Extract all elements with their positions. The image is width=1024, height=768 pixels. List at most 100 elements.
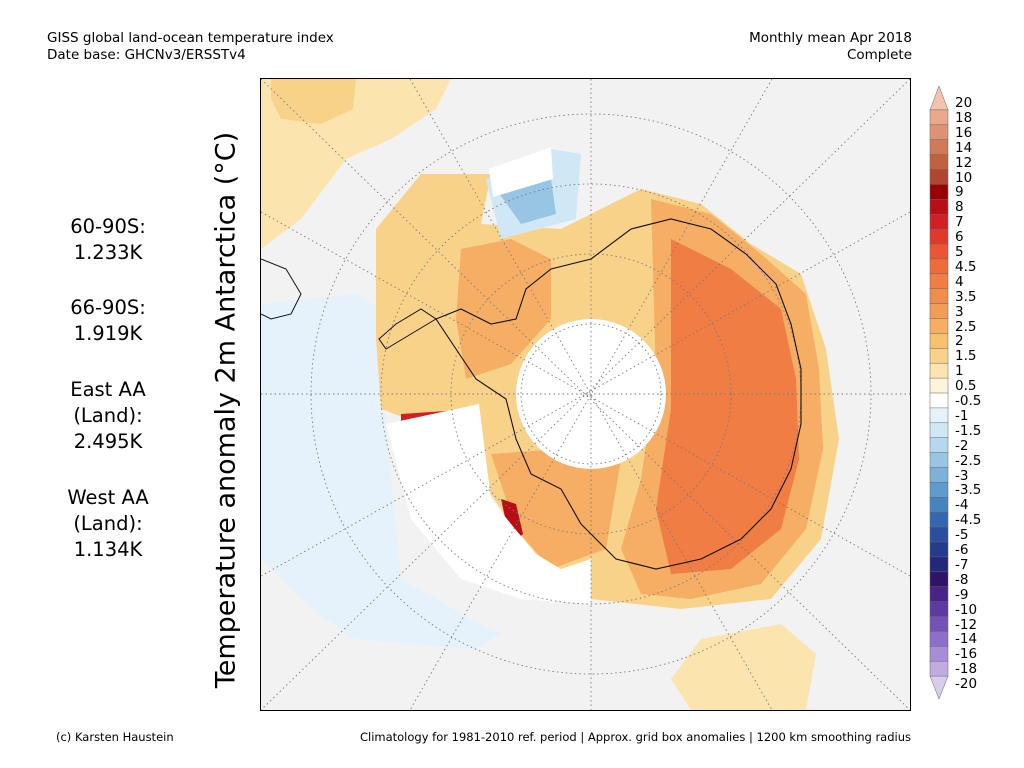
- peninsula-coastline: [378, 308, 437, 350]
- colorbar-cell: [929, 213, 949, 230]
- colorbar-tick-label: 5: [955, 244, 964, 260]
- colorbar-cell: [929, 109, 949, 126]
- colorbar-cell: [929, 199, 949, 215]
- south-america-coastline: [261, 258, 302, 320]
- colorbar-tick-label: 3: [955, 303, 964, 320]
- colorbar-cell: [929, 124, 949, 141]
- colorbar-cell: [929, 482, 949, 498]
- graticule: [261, 79, 910, 710]
- colorbar-tick-label: 14: [955, 139, 973, 156]
- stat-label: 66-90S:: [70, 296, 146, 319]
- colorbar-cell: [929, 184, 949, 200]
- colorbar-cell: [929, 407, 949, 424]
- stat-label: East AA: [70, 378, 146, 401]
- antarctica-coastline: [435, 218, 802, 570]
- colorbar-cell: [929, 586, 949, 603]
- anomaly-region-northeast: [816, 114, 886, 179]
- colorbar-tick-label: -10: [955, 601, 978, 618]
- colorbar-cell: [929, 228, 949, 245]
- colorbar-tick-label: 2: [955, 333, 964, 350]
- colorbar-cell: [929, 139, 949, 156]
- colorbar-cell: [929, 631, 949, 647]
- colorbar-tick-label: 1: [955, 363, 964, 380]
- colorbar-cell: [929, 392, 949, 409]
- stat-value: 1.919K: [73, 322, 143, 345]
- database-label: Date base: GHCNv3/ERSSTv4: [47, 47, 246, 63]
- colorbar-tick-label: -1.5: [955, 422, 982, 439]
- colorbar-cell: [929, 526, 949, 543]
- colorbar-tick-label: -18: [955, 661, 978, 678]
- colorbar-cell: [929, 422, 949, 439]
- colorbar-tick-label: -9: [955, 586, 969, 603]
- colorbar-cell: [929, 437, 949, 454]
- anomaly-region-east-aa-core: [656, 239, 799, 574]
- colorbar-cell: [929, 646, 949, 662]
- colorbar-tick-label: -12: [955, 616, 978, 633]
- colorbar-cell: [929, 675, 949, 700]
- colorbar-tick-label: 10: [955, 169, 973, 186]
- colorbar-cell: [929, 362, 949, 379]
- colorbar-tick-label: -2: [955, 437, 969, 454]
- colorbar-tick-label: 9: [955, 184, 964, 201]
- colorbar-cell: [929, 467, 949, 484]
- stat-east-aa: East AA (Land): 2.495K: [58, 377, 158, 455]
- axis-title: Temperature anomaly 2m Antarctica (°C): [210, 131, 242, 689]
- colorbar-tick-label: 0.5: [955, 378, 977, 395]
- colorbar-cell: [929, 169, 949, 186]
- colorbar-tick-label: -7: [955, 556, 969, 573]
- stat-label: 60-90S:: [70, 215, 146, 238]
- credit-label: (c) Karsten Haustein: [56, 730, 174, 744]
- dataset-title: GISS global land-ocean temperature index: [47, 30, 334, 46]
- colorbar-cell: [929, 556, 949, 573]
- colorbar-cell: [929, 86, 949, 111]
- colorbar-tick-label: 4: [955, 273, 964, 290]
- colorbar: [929, 86, 949, 700]
- colorbar-cell: [929, 273, 949, 290]
- colorbar-tick-label: 6: [955, 229, 964, 246]
- missing-data-weddell: [489, 147, 553, 197]
- stat-label-2: (Land):: [73, 512, 143, 535]
- colorbar-cell: [929, 154, 949, 171]
- completeness-label: Complete: [846, 47, 912, 63]
- colorbar-tick-label: -8: [955, 571, 969, 588]
- stat-60-90s: 60-90S: 1.233K: [58, 214, 158, 266]
- colorbar-cell: [929, 541, 949, 558]
- colorbar-tick-label: -20: [955, 676, 978, 693]
- stat-label: West AA: [67, 486, 149, 509]
- colorbar-cell: [929, 333, 949, 349]
- colorbar-tick-label: 8: [955, 199, 964, 216]
- colorbar-cell: [929, 243, 949, 260]
- colorbar-tick-label: -4.5: [955, 512, 982, 529]
- stat-west-aa: West AA (Land): 1.134K: [58, 485, 158, 563]
- period-label: Monthly mean Apr 2018: [749, 30, 912, 46]
- colorbar-tick-label: 18: [955, 109, 973, 126]
- polar-map: [260, 78, 911, 711]
- period-block: Monthly mean Apr 2018 Complete: [749, 30, 912, 64]
- stat-value: 1.134K: [73, 538, 143, 561]
- colorbar-tick-label: -0.5: [955, 393, 982, 409]
- anomaly-region-pacific-cool: [261, 294, 501, 649]
- anomaly-region-ross: [491, 449, 621, 569]
- colorbar-tick-label: 2.5: [955, 318, 977, 335]
- colorbar-tick-label: -4: [955, 497, 969, 514]
- colorbar-tick-label: -6: [955, 542, 969, 558]
- colorbar-tick-label: -14: [955, 631, 978, 648]
- colorbar-cell: [929, 571, 949, 588]
- colorbar-cell: [929, 288, 949, 305]
- polar-map-canvas: [261, 79, 910, 710]
- colorbar-tick-label: -3.5: [955, 482, 982, 499]
- stat-66-90s: 66-90S: 1.919K: [58, 295, 158, 347]
- colorbar-tick-label: 7: [955, 214, 964, 231]
- colorbar-cell: [929, 303, 949, 320]
- colorbar-cell: [929, 348, 949, 364]
- colorbar-tick-label: 1.5: [955, 348, 977, 365]
- colorbar-cell: [929, 616, 949, 633]
- colorbar-tick-label: 3.5: [955, 288, 977, 305]
- method-note: Climatology for 1981-2010 ref. period | …: [359, 730, 911, 744]
- stat-value: 2.495K: [73, 430, 143, 453]
- colorbar-cell: [929, 497, 949, 513]
- colorbar-cell: [929, 511, 949, 528]
- colorbar-tick-label: -3: [955, 467, 969, 484]
- title-block: GISS global land-ocean temperature index…: [47, 30, 334, 64]
- colorbar-tick-label: 20: [955, 95, 973, 111]
